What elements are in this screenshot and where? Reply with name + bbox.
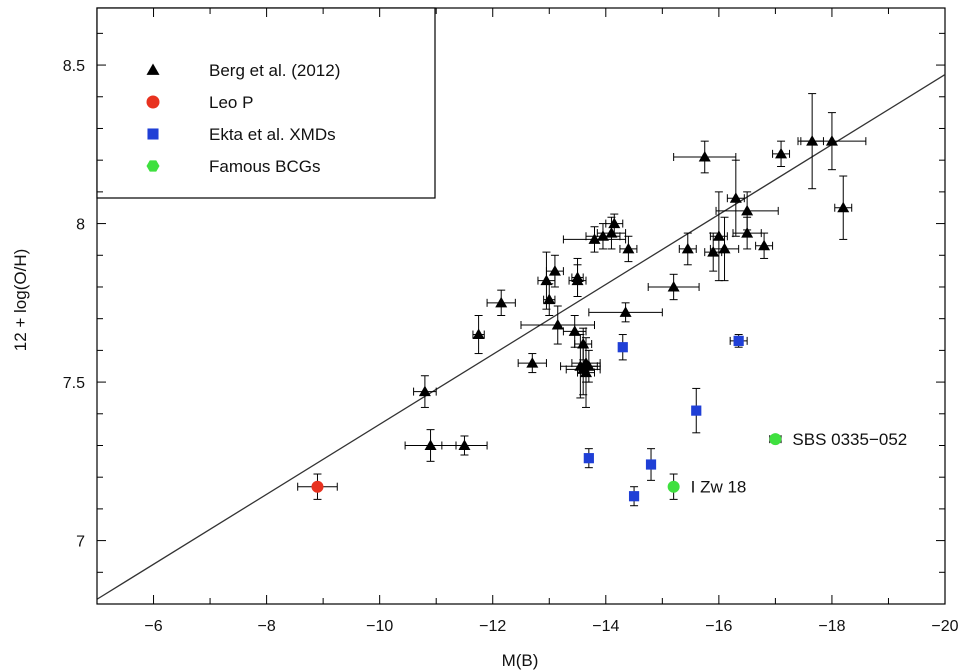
data-point <box>424 439 437 450</box>
legend-marker <box>147 128 159 140</box>
data-point <box>608 217 621 229</box>
data-point <box>775 147 788 159</box>
data-point <box>617 342 628 353</box>
legend-marker <box>146 95 160 109</box>
data-point <box>458 439 471 450</box>
data-point <box>526 357 539 368</box>
data-point <box>825 135 838 146</box>
data-point <box>712 230 725 241</box>
data-point <box>741 204 754 216</box>
y-tick-label: 7.5 <box>63 375 85 392</box>
data-point <box>472 328 485 340</box>
data-point <box>605 227 618 238</box>
point-annotation: SBS 0335−052 <box>792 430 907 449</box>
data-point <box>718 242 731 254</box>
data-point <box>733 335 744 346</box>
data-point <box>540 274 553 286</box>
data-point <box>582 360 595 371</box>
data-point <box>758 239 771 251</box>
y-tick-label: 8.5 <box>63 58 85 75</box>
data-point <box>806 135 819 146</box>
x-tick-label: −14 <box>592 618 619 635</box>
x-tick-label: −12 <box>479 618 506 635</box>
plot-frame <box>96 7 946 605</box>
data-point <box>418 385 431 397</box>
legend-label: Berg et al. (2012) <box>209 61 340 80</box>
x-tick-label: −20 <box>931 618 958 635</box>
series-berg-et-al-2012- <box>404 93 867 462</box>
data-point <box>583 453 594 464</box>
y-tick-label: 7 <box>76 534 85 551</box>
data-point <box>628 491 640 502</box>
x-tick-label: −16 <box>705 618 732 635</box>
data-point <box>691 405 702 416</box>
legend-label: Leo P <box>209 93 253 112</box>
legend-label: Famous BCGs <box>209 157 320 176</box>
data-point <box>495 296 508 308</box>
data-point <box>667 280 680 292</box>
data-point <box>548 265 561 276</box>
x-axis-title: M(B) <box>502 651 539 670</box>
data-point <box>568 325 581 336</box>
data-point <box>543 293 556 305</box>
data-point <box>837 201 850 213</box>
y-tick-label: 8 <box>76 217 85 234</box>
x-tick-label: −8 <box>257 618 275 635</box>
x-tick-label: −6 <box>144 618 162 635</box>
point-annotation: I Zw 18 <box>691 478 747 497</box>
data-point <box>588 233 601 244</box>
data-point <box>698 151 711 162</box>
data-point <box>645 459 657 470</box>
legend-label: Ekta et al. XMDs <box>209 125 336 144</box>
series-ekta-et-al-xmds <box>583 334 748 507</box>
legend-marker <box>146 160 160 172</box>
fit-line <box>96 74 946 600</box>
data-point <box>596 230 609 241</box>
data-point <box>741 227 754 238</box>
data-point <box>707 246 720 257</box>
data-point <box>571 274 584 286</box>
data-point <box>681 242 694 254</box>
data-point <box>551 319 564 330</box>
data-point <box>311 480 324 493</box>
series-famous-bcgs <box>667 433 782 500</box>
x-tick-label: −18 <box>818 618 845 635</box>
data-point <box>667 480 680 493</box>
data-point <box>619 306 632 317</box>
data-point <box>622 242 635 254</box>
data-point <box>729 192 742 203</box>
legend-marker <box>146 63 160 75</box>
series-leo-p <box>297 473 338 500</box>
y-axis-title: 12 + log(O/H) <box>11 249 30 352</box>
x-tick-label: −10 <box>366 618 393 635</box>
data-point <box>769 433 782 446</box>
